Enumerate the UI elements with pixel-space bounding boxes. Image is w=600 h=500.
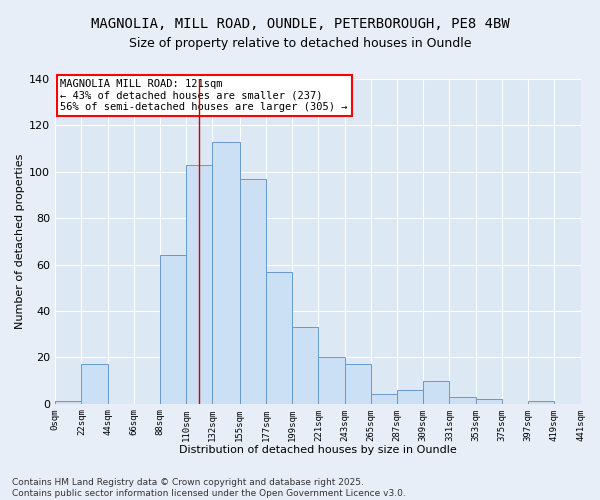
Bar bbox=[186, 165, 212, 404]
Bar bbox=[240, 178, 266, 404]
Bar bbox=[319, 358, 344, 404]
Bar bbox=[292, 327, 319, 404]
Bar bbox=[160, 256, 186, 404]
X-axis label: Distribution of detached houses by size in Oundle: Distribution of detached houses by size … bbox=[179, 445, 457, 455]
Bar bbox=[55, 402, 82, 404]
Bar bbox=[423, 380, 449, 404]
Text: MAGNOLIA MILL ROAD: 121sqm
← 43% of detached houses are smaller (237)
56% of sem: MAGNOLIA MILL ROAD: 121sqm ← 43% of deta… bbox=[61, 79, 348, 112]
Y-axis label: Number of detached properties: Number of detached properties bbox=[15, 154, 25, 329]
Bar bbox=[449, 397, 476, 404]
Bar bbox=[82, 364, 107, 404]
Bar bbox=[344, 364, 371, 404]
Bar bbox=[476, 399, 502, 404]
Text: MAGNOLIA, MILL ROAD, OUNDLE, PETERBOROUGH, PE8 4BW: MAGNOLIA, MILL ROAD, OUNDLE, PETERBOROUG… bbox=[91, 18, 509, 32]
Text: Size of property relative to detached houses in Oundle: Size of property relative to detached ho… bbox=[129, 38, 471, 51]
Text: Contains HM Land Registry data © Crown copyright and database right 2025.
Contai: Contains HM Land Registry data © Crown c… bbox=[12, 478, 406, 498]
Bar bbox=[528, 402, 554, 404]
Bar bbox=[212, 142, 240, 404]
Bar bbox=[371, 394, 397, 404]
Bar bbox=[266, 272, 292, 404]
Bar bbox=[397, 390, 423, 404]
